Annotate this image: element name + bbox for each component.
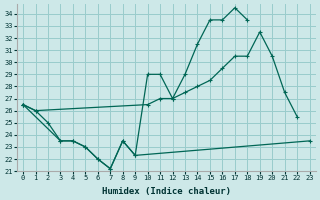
X-axis label: Humidex (Indice chaleur): Humidex (Indice chaleur): [102, 187, 231, 196]
